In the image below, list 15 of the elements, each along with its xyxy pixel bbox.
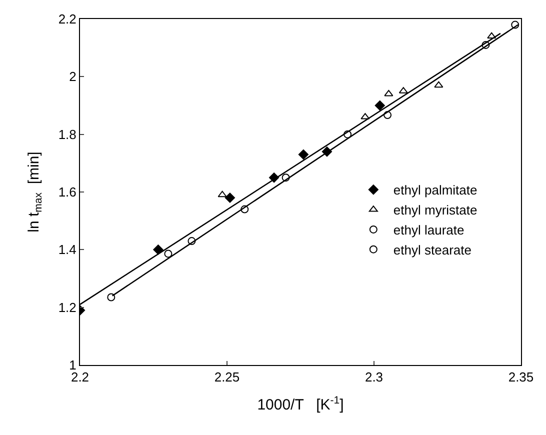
y-tick-label: 2 bbox=[69, 69, 76, 84]
y-tick-label: 1.4 bbox=[58, 242, 76, 258]
x-axis-title: 1000/T [K$^{-1}$] bbox=[257, 394, 344, 414]
y-tick-label: 1.8 bbox=[58, 126, 76, 142]
x-tick-label: 2.35 bbox=[508, 370, 534, 385]
legend-label: ethyl myristate bbox=[393, 202, 478, 218]
y-tick-label: 1.6 bbox=[58, 184, 76, 200]
x-tick-label: 2.25 bbox=[214, 370, 240, 385]
legend-label: ethyl palmitate bbox=[393, 182, 478, 198]
legend-label: ethyl laurate bbox=[393, 222, 464, 238]
x-tick-label: 2.3 bbox=[364, 370, 384, 385]
legend-label: ethyl stearate bbox=[393, 242, 472, 258]
y-tick-label: 1 bbox=[69, 358, 76, 373]
y-tick-label: 2.2 bbox=[58, 12, 76, 27]
y-tick-label: 1.2 bbox=[58, 300, 76, 315]
